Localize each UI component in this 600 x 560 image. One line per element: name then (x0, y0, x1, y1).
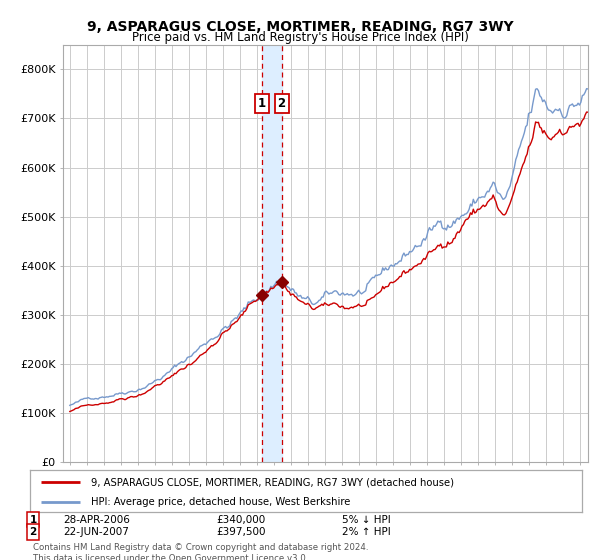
Text: HPI: Average price, detached house, West Berkshire: HPI: Average price, detached house, West… (91, 497, 350, 507)
Text: Contains HM Land Registry data © Crown copyright and database right 2024.
This d: Contains HM Land Registry data © Crown c… (33, 543, 368, 560)
Text: Price paid vs. HM Land Registry's House Price Index (HPI): Price paid vs. HM Land Registry's House … (131, 31, 469, 44)
Text: £397,500: £397,500 (216, 527, 265, 537)
Text: 5% ↓ HPI: 5% ↓ HPI (342, 515, 391, 525)
Text: 9, ASPARAGUS CLOSE, MORTIMER, READING, RG7 3WY: 9, ASPARAGUS CLOSE, MORTIMER, READING, R… (86, 20, 514, 34)
Text: 2% ↑ HPI: 2% ↑ HPI (342, 527, 391, 537)
Text: 2: 2 (278, 97, 286, 110)
Text: 28-APR-2006: 28-APR-2006 (63, 515, 130, 525)
Text: £340,000: £340,000 (216, 515, 265, 525)
Text: 2: 2 (29, 527, 37, 537)
Text: 1: 1 (258, 97, 266, 110)
Bar (262, 45, 281, 462)
Text: 9, ASPARAGUS CLOSE, MORTIMER, READING, RG7 3WY (detached house): 9, ASPARAGUS CLOSE, MORTIMER, READING, R… (91, 477, 454, 487)
Text: 1: 1 (29, 515, 37, 525)
Text: 22-JUN-2007: 22-JUN-2007 (63, 527, 129, 537)
